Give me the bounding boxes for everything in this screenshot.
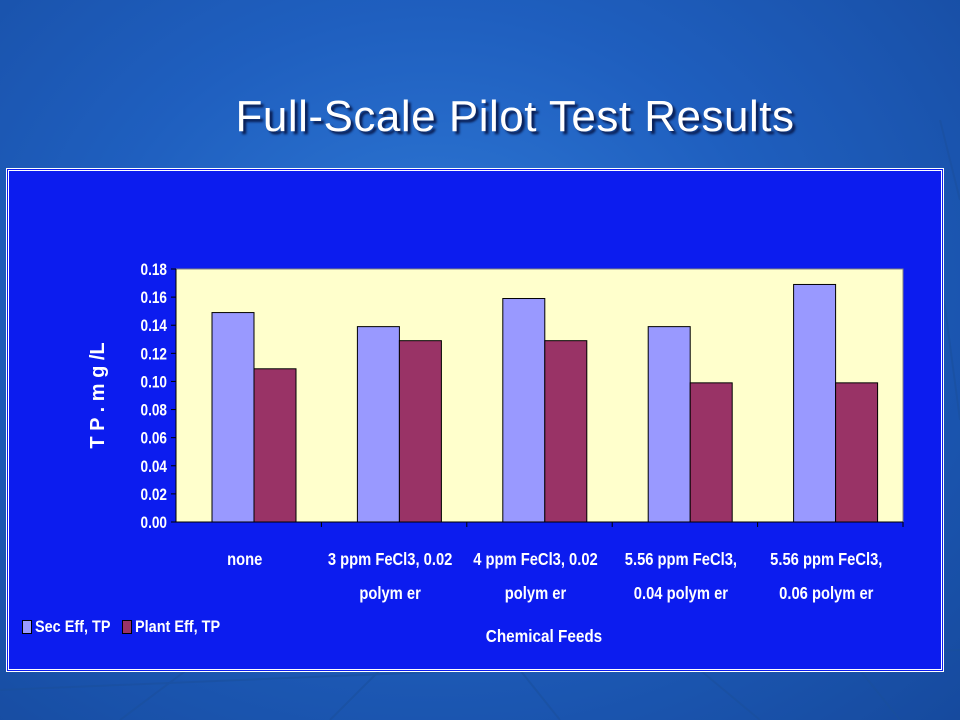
legend-swatch-plant-eff [121,620,132,634]
bar-plant-eff [835,382,879,523]
y-tick-label: 0.16 [141,289,167,308]
y-tick-label: 0.08 [141,401,168,420]
x-category-label: 5.56 ppm FeCl3, [625,550,737,570]
y-tick-label: 0.06 [141,429,167,448]
chart-legend: Sec Eff, TP Plant Eff, TP [22,612,252,642]
x-category-label: none [227,550,262,570]
bar-sec-eff [356,326,400,523]
y-tick-label: 0.12 [141,345,167,364]
x-category-label: 0.04 polym er [634,584,729,604]
bar-plant-eff [398,340,442,523]
bar-chart: 0.00 0.02 0.04 0.06 0.08 0.10 0.12 0.14 0.16 0.18… [87,261,904,646]
bar-sec-eff [793,283,837,523]
x-category-label: 3 ppm FeCl3, 0.02 [328,550,453,570]
bar-plant-eff [253,368,297,523]
bar-sec-eff [211,312,255,523]
bar-sec-eff [647,326,691,523]
legend-item-plant-eff: Plant Eff, TP [121,617,225,637]
y-tick-label: 0.04 [141,457,168,476]
y-axis-label: T P . m g /L [87,342,109,448]
legend-item-sec-eff: Sec Eff, TP [22,617,114,637]
legend-label-plant-eff: Plant Eff, TP [134,617,220,636]
y-tick-label: 0.10 [141,373,167,392]
bar-sec-eff [502,298,546,523]
legend-label-sec-eff: Sec Eff, TP [35,617,111,636]
legend-swatch-sec-eff [22,620,32,634]
y-tick-label: 0.02 [141,486,167,505]
y-tick-label: 0.18 [141,261,168,280]
x-category-label: polym er [505,584,567,604]
bar-plant-eff [689,382,733,523]
y-tick-label: 0.14 [141,317,168,336]
y-tick-label: 0.00 [141,514,167,533]
x-axis-label: Chemical Feeds [486,626,602,646]
x-category-label: 5.56 ppm FeCl3, [770,550,882,570]
x-category-label: 4 ppm FeCl3, 0.02 [473,550,598,570]
slide-title: Full-Scale Pilot Test Results [235,92,795,141]
bar-plant-eff [544,340,588,523]
x-category-label: 0.06 polym er [779,584,874,604]
x-category-label: polym er [359,584,421,604]
